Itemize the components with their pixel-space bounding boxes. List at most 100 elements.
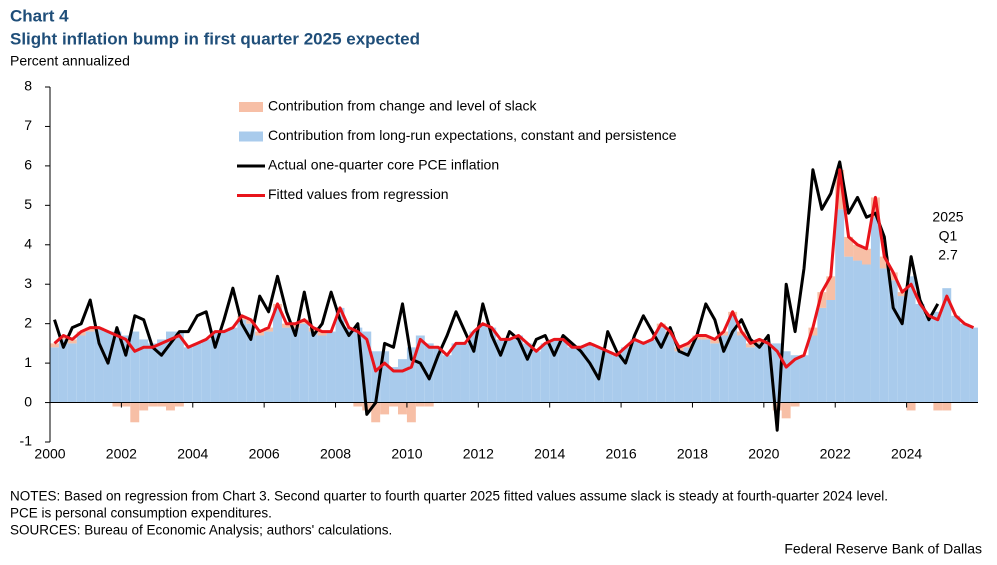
bar [656,327,666,403]
y-tick-label: 3 [24,275,32,291]
bar [389,402,398,407]
bar [701,335,711,340]
x-tick-label: 2008 [320,446,351,462]
bar [835,209,845,403]
bar [844,236,854,257]
bar [433,347,443,403]
bar [210,331,220,403]
bar [674,351,684,403]
y-tick-label: 2 [24,314,32,330]
bar [647,339,657,403]
bar [183,347,193,403]
bar [754,343,764,403]
bar [406,402,416,423]
bar [799,355,809,403]
x-tick-label: 2006 [249,446,280,462]
bar [540,343,550,403]
line [53,160,940,432]
bar [754,339,764,344]
bar [380,351,390,403]
y-tick-label: -1 [20,433,33,449]
bar [85,327,95,332]
bar [531,351,541,403]
bar [50,347,59,403]
bar [781,402,791,419]
bar [630,339,639,403]
bar [862,248,871,265]
bar [282,327,291,403]
bar [683,343,693,348]
bar [264,327,274,332]
bar [638,343,648,403]
bar [835,169,845,210]
bar [844,256,854,403]
bar [121,335,131,403]
y-tick-label: 5 [24,196,32,212]
bar [398,402,407,415]
bar [290,327,300,403]
bar [692,339,702,403]
y-tick-label: 0 [24,393,32,409]
bar [496,339,506,403]
x-tick-label: 2024 [891,446,922,462]
bar [317,335,327,403]
bar [763,343,773,403]
bar [317,331,327,336]
bar [772,343,782,403]
bar [746,343,755,348]
x-tick-label: 2010 [391,446,422,462]
bar [790,355,800,403]
bar [469,331,479,403]
bar [415,402,425,407]
bar [728,315,738,403]
bar [701,339,711,403]
bar [683,347,693,403]
y-tick-label: 7 [24,117,32,133]
y-tick-label: 4 [24,235,32,251]
bar [612,355,622,403]
bar [201,339,211,403]
bar [166,331,175,403]
bar [870,217,880,403]
bar [933,402,943,411]
bar [228,327,238,403]
bar [308,331,318,403]
bar [130,331,140,403]
bar [451,343,461,403]
x-tick-label: 2000 [34,446,65,462]
bar [67,343,77,403]
x-tick-label: 2018 [677,446,708,462]
bar [906,276,916,403]
bar [282,323,291,328]
bar [424,343,434,403]
bar [174,402,184,407]
bar [951,315,961,403]
bar [576,347,586,403]
x-tick-label: 2020 [748,446,779,462]
y-tick-label: 8 [24,78,32,94]
bar [522,343,532,403]
bar [817,307,827,403]
bar [478,323,488,403]
bar [960,323,970,403]
bar [362,331,372,403]
bar [94,327,104,403]
chart-subtitle: Percent annualized [10,53,130,69]
bar [514,335,523,403]
legend-label: Contribution from long-run expectations,… [268,127,677,143]
legend-label: Actual one-quarter core PCE inflation [268,157,499,173]
x-tick-label: 2016 [605,446,636,462]
bar [710,339,720,344]
x-tick-label: 2022 [820,446,851,462]
bar [273,307,282,403]
source: SOURCES: Bureau of Economic Analysis; au… [10,523,392,538]
bar [255,335,265,403]
bar [299,323,309,403]
bar [460,343,470,403]
bar [157,402,166,407]
bar [264,331,274,403]
bar [942,402,952,411]
y-tick-label: 6 [24,157,32,173]
annotation: 2025 [932,209,963,225]
